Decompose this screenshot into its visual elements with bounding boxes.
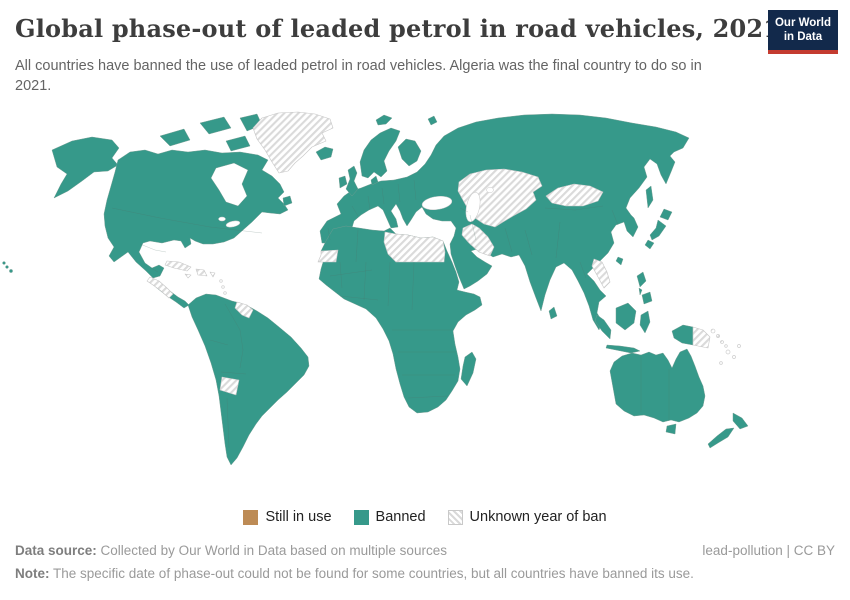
region-sumatra[interactable] bbox=[594, 314, 612, 340]
region-western-sahara-unknown[interactable] bbox=[317, 249, 339, 263]
region-mongolia-unknown[interactable] bbox=[545, 183, 604, 207]
region-jamaica-unknown[interactable] bbox=[184, 273, 192, 279]
region-laos-unknown[interactable] bbox=[591, 258, 611, 289]
legend-swatch-banned bbox=[353, 509, 369, 525]
region-svalbard[interactable] bbox=[375, 114, 393, 126]
region-pacific-islands-outline bbox=[719, 344, 741, 365]
region-madagascar[interactable] bbox=[460, 351, 477, 387]
owid-logo-line1: Our World bbox=[774, 17, 831, 29]
region-sulawesi[interactable] bbox=[639, 310, 651, 334]
region-philippines[interactable] bbox=[636, 271, 653, 305]
data-source-text: Collected by Our World in Data based on … bbox=[96, 543, 447, 558]
map-legend: Still in use Banned Unknown year of ban bbox=[0, 509, 850, 525]
region-java[interactable] bbox=[605, 344, 641, 354]
region-arctic-islands[interactable] bbox=[159, 113, 263, 152]
owid-logo-line2: in Data bbox=[783, 31, 823, 44]
region-taiwan[interactable] bbox=[615, 256, 624, 266]
attribution-link[interactable]: lead-pollution | CC BY bbox=[702, 543, 835, 558]
region-newfoundland[interactable] bbox=[282, 195, 293, 207]
region-sri-lanka[interactable] bbox=[548, 306, 558, 320]
legend-item-banned[interactable]: Banned bbox=[353, 509, 426, 525]
region-new-zealand[interactable] bbox=[707, 412, 749, 449]
region-australia[interactable] bbox=[609, 348, 706, 423]
note-label: Note: bbox=[15, 565, 50, 581]
note-text: The specific date of phase-out could not… bbox=[49, 565, 694, 581]
legend-item-still-in-use[interactable]: Still in use bbox=[243, 509, 332, 525]
legend-label-still-in-use: Still in use bbox=[265, 509, 332, 525]
region-new-guinea-west[interactable] bbox=[671, 324, 694, 346]
legend-label-banned: Banned bbox=[375, 509, 426, 525]
chart-footer: Data source: Collected by Our World in D… bbox=[15, 541, 835, 585]
region-puerto-rico-unknown[interactable] bbox=[209, 271, 216, 278]
region-finland[interactable] bbox=[397, 138, 422, 167]
aral-sea bbox=[486, 186, 494, 194]
region-syria-iraq-unknown[interactable] bbox=[461, 223, 495, 257]
legend-item-unknown[interactable]: Unknown year of ban bbox=[447, 509, 607, 525]
great-lakes-upper bbox=[218, 216, 226, 222]
region-japan[interactable] bbox=[644, 208, 673, 250]
region-scandinavia[interactable] bbox=[359, 127, 401, 179]
region-north-america[interactable] bbox=[103, 149, 289, 279]
region-ireland[interactable] bbox=[338, 175, 348, 189]
region-hispaniola-unknown[interactable] bbox=[195, 268, 208, 277]
legend-swatch-still-in-use bbox=[243, 509, 259, 525]
legend-label-unknown: Unknown year of ban bbox=[469, 509, 607, 525]
region-cuba-unknown[interactable] bbox=[164, 260, 192, 272]
country-borders bbox=[111, 179, 670, 449]
region-solomon-islands-unknown[interactable] bbox=[710, 328, 728, 348]
region-borneo[interactable] bbox=[615, 302, 637, 331]
great-lakes bbox=[225, 220, 241, 228]
region-lesser-antilles-unknown[interactable] bbox=[219, 279, 227, 295]
region-central-america-unknown[interactable] bbox=[146, 276, 174, 299]
region-great-britain[interactable] bbox=[345, 165, 359, 197]
data-source-line: Data source: Collected by Our World in D… bbox=[15, 541, 835, 562]
region-alaska[interactable] bbox=[51, 136, 120, 199]
region-hawaii[interactable] bbox=[2, 261, 13, 273]
region-tasmania[interactable] bbox=[665, 423, 677, 435]
region-iceland[interactable] bbox=[315, 146, 334, 161]
chart-subtitle: All countries have banned the use of lea… bbox=[15, 58, 702, 95]
owid-logo[interactable]: Our World in Data bbox=[767, 10, 838, 54]
region-guianas-unknown[interactable] bbox=[234, 301, 254, 319]
region-libya-egypt-unknown[interactable] bbox=[383, 231, 446, 263]
region-novaya-zemlya[interactable] bbox=[427, 115, 438, 126]
region-south-america[interactable] bbox=[187, 293, 310, 466]
page-title: Global phase-out of leaded petrol in roa… bbox=[15, 14, 781, 43]
world-map[interactable] bbox=[0, 103, 850, 505]
region-sakhalin[interactable] bbox=[645, 185, 654, 209]
note-line: Note: The specific date of phase-out cou… bbox=[15, 564, 835, 585]
data-source-label: Data source: bbox=[15, 543, 97, 558]
region-denmark[interactable] bbox=[370, 175, 379, 186]
caspian-sea bbox=[465, 192, 481, 222]
region-paraguay-unknown[interactable] bbox=[219, 376, 240, 396]
black-sea bbox=[421, 195, 453, 211]
region-greenland-unknown[interactable] bbox=[252, 111, 334, 174]
region-papua-new-guinea-unknown[interactable] bbox=[692, 326, 711, 349]
legend-swatch-unknown bbox=[447, 509, 463, 525]
